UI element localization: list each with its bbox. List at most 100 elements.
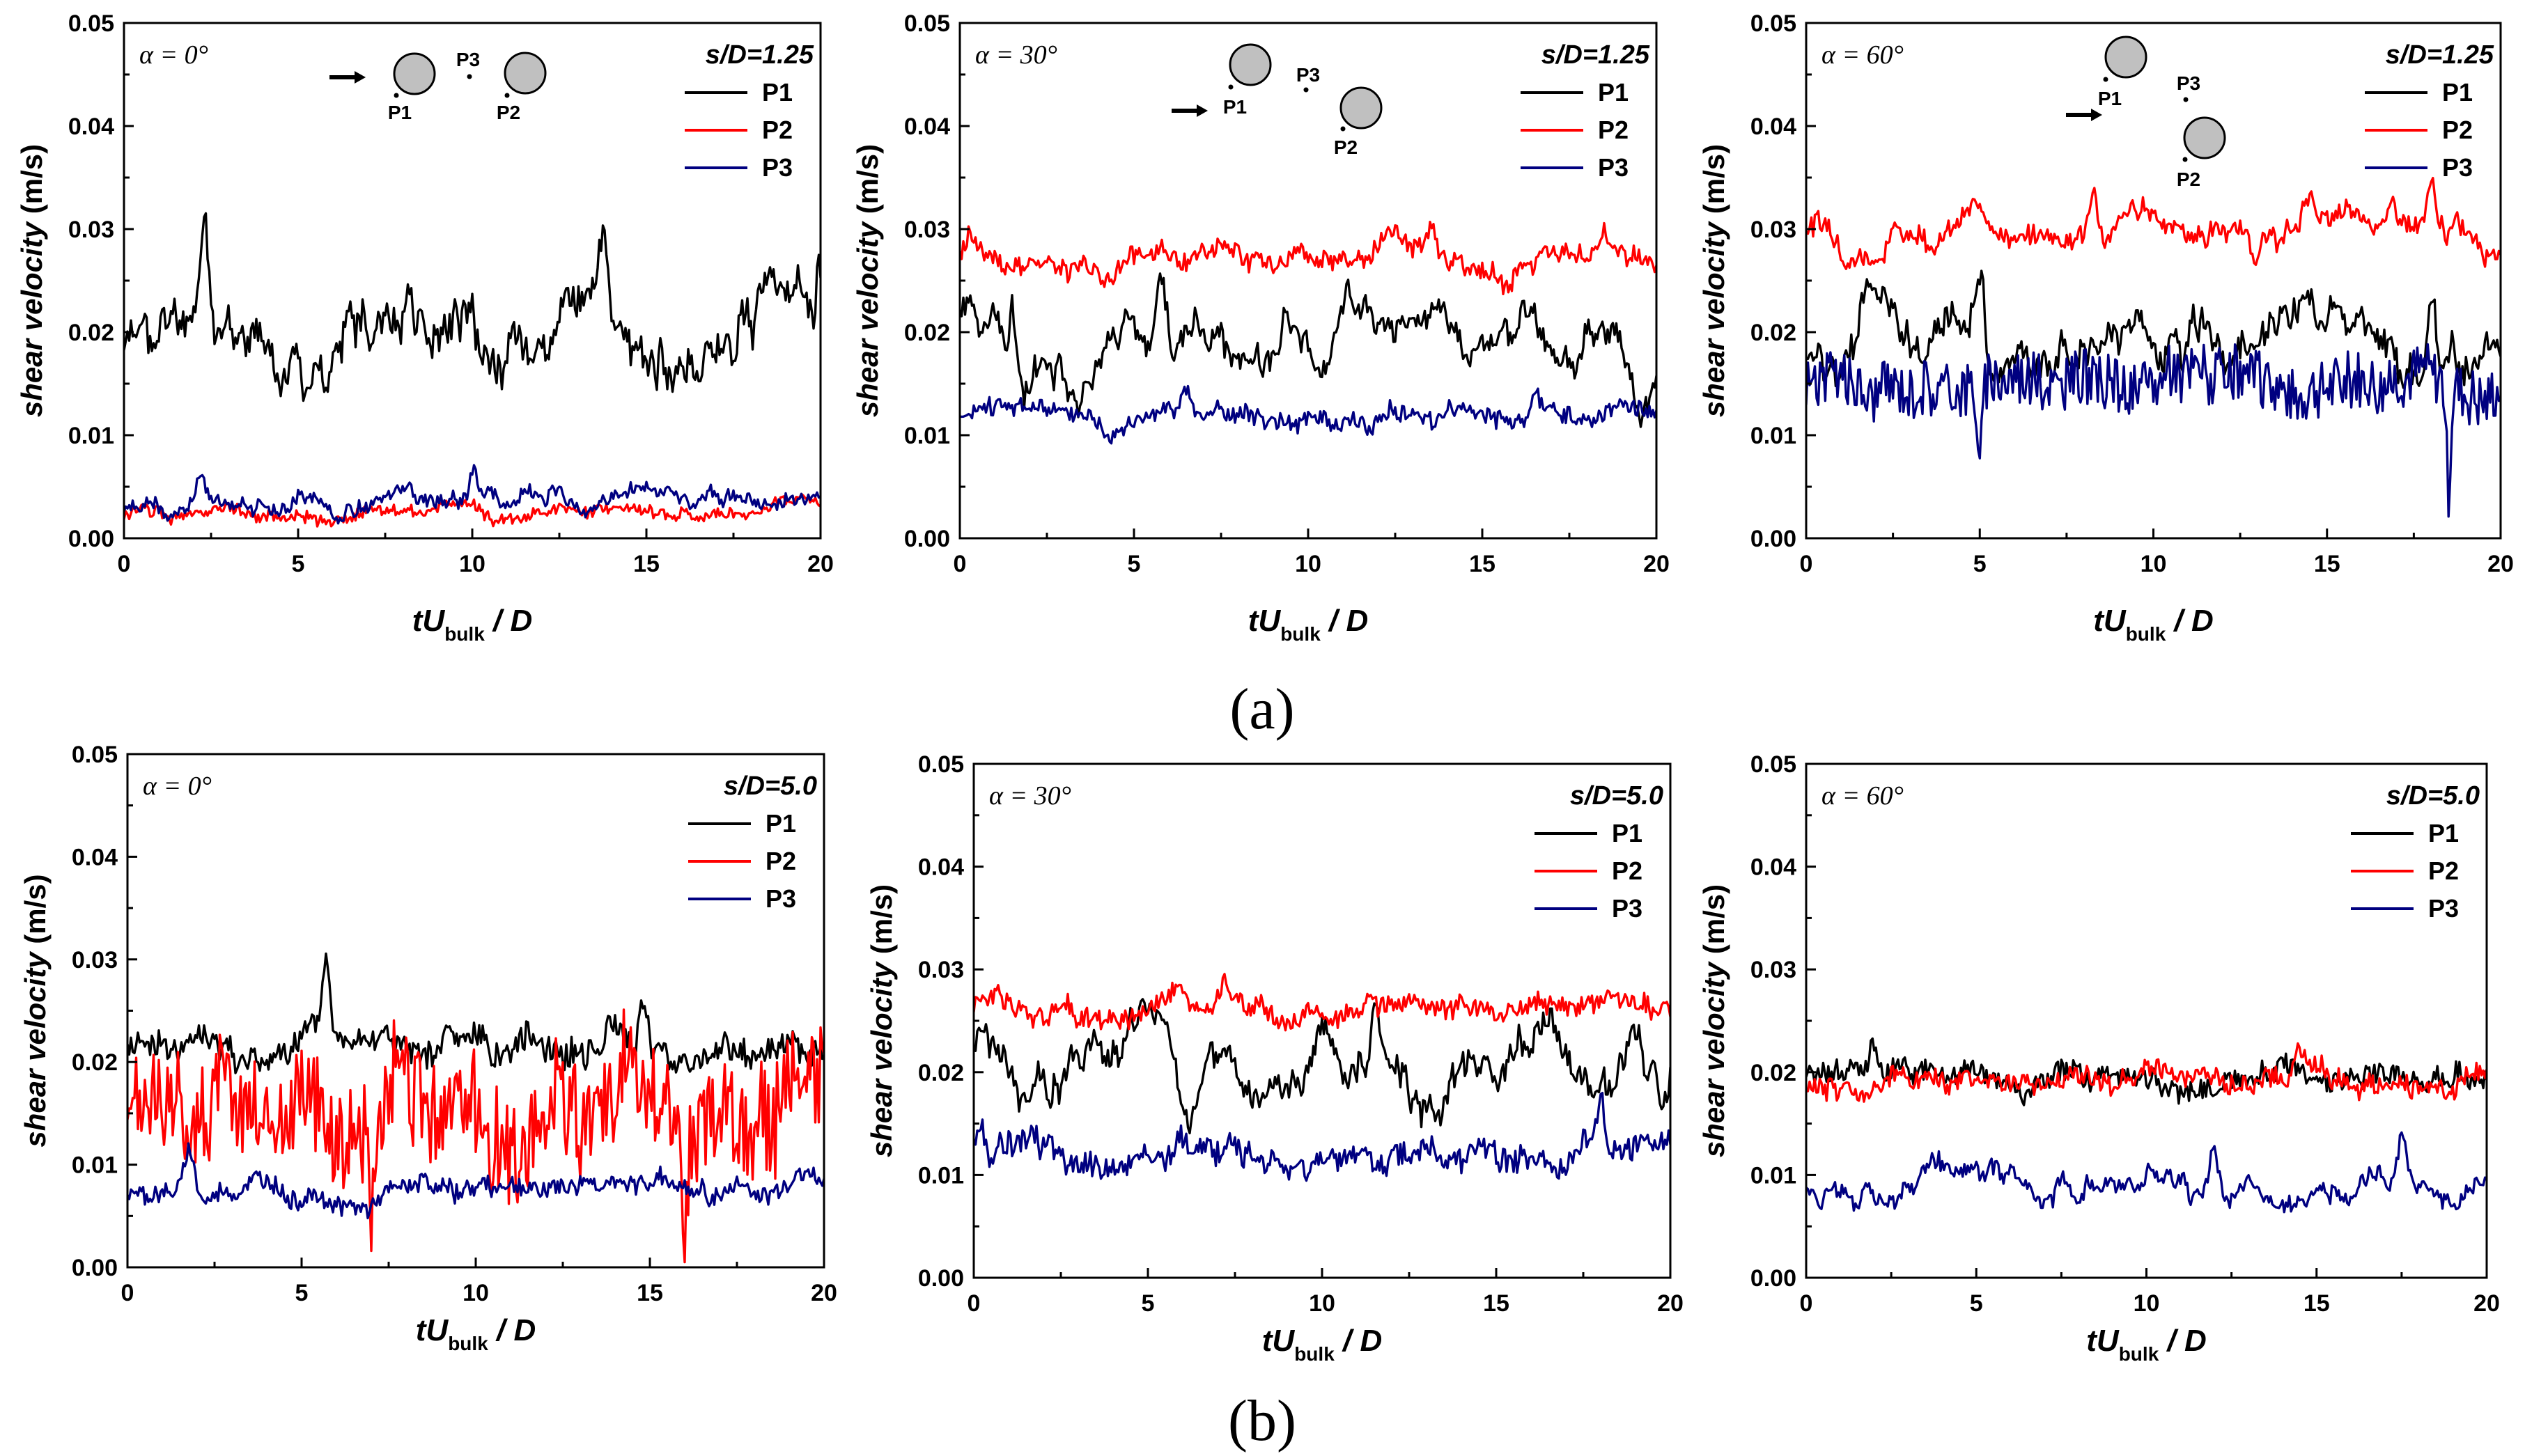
x-tick-label: 10 [463,1280,489,1306]
y-tick-label: 0.04 [1750,854,1796,881]
sd-label: s/D=1.25 [706,40,814,70]
legend-label-p2: P2 [766,847,796,875]
series-group [127,952,824,1264]
y-axis-label-unit: (m/s) [865,884,898,962]
series-line-p1 [1806,1037,2487,1106]
x-tick-label: 10 [2134,1290,2160,1317]
x-axis-label-main: tU [2086,1324,2120,1358]
legend-label-p2: P2 [1612,856,1642,885]
series-line-p1 [124,212,821,402]
y-tick-label: 0.04 [72,844,118,870]
x-tick-label: 0 [954,551,967,577]
series-line-p1 [1806,269,2501,389]
inset-label: P1 [388,102,412,123]
y-axis-label: shear velocity (m/s) [15,144,48,417]
y-tick-label: 0.00 [72,1255,118,1281]
y-tick-label: 0.01 [1750,1162,1796,1189]
y-axis-label-unit: (m/s) [15,144,48,222]
y-tick-label: 0.03 [1750,217,1796,243]
alpha-label: α = 30° [975,40,1057,70]
legend-label-p1: P1 [766,809,796,838]
series-line-p3 [127,1142,824,1220]
x-tick-label: 0 [1800,1290,1813,1317]
x-tick-label: 10 [2141,551,2167,577]
y-axis-label-unit: (m/s) [851,144,884,222]
legend-label-p2: P2 [2428,856,2459,885]
series-line-p3 [1806,1131,2487,1214]
cylinder-upstream [2104,36,2147,79]
x-axis-label-sub: bulk [1280,623,1321,645]
x-tick-label: 20 [2487,551,2514,577]
x-axis-label-tail: / D [1321,604,1368,638]
x-axis-label-tail: / D [2159,1324,2206,1358]
x-axis-label-sub: bulk [2119,1343,2159,1365]
inset-label: P3 [1296,64,1320,86]
chart-panel-b3: 0 5 10 15 20 0.00 0.01 0.02 0.03 0.04 0.05 tUbulk /… [1697,751,2500,1365]
probe-p1 [394,93,399,98]
flow-arrow-icon [1172,104,1208,117]
y-axis-label-unit: (m/s) [1697,884,1730,962]
probe-p2 [1340,126,1346,132]
legend-label-p3: P3 [766,884,796,913]
cylinder-upstream [393,52,436,95]
x-axis-label: tUbulk / D [2093,604,2213,645]
x-tick-label: 15 [2314,551,2340,577]
x-axis-label-tail: / D [485,604,532,638]
y-tick-label: 0.04 [904,113,950,140]
x-tick-label: 20 [1643,551,1670,577]
y-tick-label: 0.03 [68,217,114,243]
legend-label-p1: P1 [1598,78,1629,107]
plot-frame [1805,22,2502,540]
x-tick-label: 0 [1800,551,1813,577]
x-tick-label: 15 [637,1280,663,1306]
series-line-p2 [124,492,821,528]
x-tick-label: 15 [633,551,660,577]
x-tick-label: 0 [118,551,131,577]
y-axis-label: shear velocity (m/s) [865,884,898,1157]
sd-label: s/D=1.25 [1541,40,1650,70]
series-group [1806,177,2501,518]
probe-p2 [2182,157,2188,162]
alpha-label: α = 60° [1821,40,1904,70]
inset-label: P1 [1223,96,1247,118]
x-tick-label: 20 [811,1280,837,1306]
legend-label-p3: P3 [762,153,793,182]
legend-label-p1: P1 [1612,819,1642,847]
legend-label-p2: P2 [762,116,793,144]
x-axis-label-tail: / D [1335,1324,1382,1358]
cylinder-downstream [504,52,547,95]
series-line-p2 [1806,1042,2487,1103]
y-tick-label: 0.03 [72,947,118,973]
series-line-p2 [974,973,1670,1032]
series-line-p3 [124,464,821,525]
caption-a: (a) [1229,677,1294,742]
series-group [960,221,1656,445]
flow-arrow-icon [2066,109,2102,121]
y-axis-label-unit: (m/s) [19,874,52,952]
chart-panel-a3: 0 5 10 15 20 0.00 0.01 0.02 0.03 0.04 0.05 tUbulk /… [1697,10,2514,645]
x-axis-label-main: tU [2093,604,2127,638]
cylinder-downstream [2183,116,2226,159]
y-tick-label: 0.02 [904,320,950,346]
y-tick-label: 0.00 [68,526,114,552]
inset-label: P2 [497,102,520,123]
chart-panel-b1: 0 5 10 15 20 0.00 0.01 0.02 0.03 0.04 0.05 tUbulk /… [19,742,837,1354]
x-tick-label: 15 [1469,551,1495,577]
series-group [1806,1037,2487,1214]
legend-label-p1: P1 [762,78,793,107]
y-tick-label: 0.01 [68,423,114,449]
legend-label-p3: P3 [2428,894,2459,923]
y-axis-label: shear velocity (m/s) [19,874,52,1147]
y-tick-label: 0.03 [1750,957,1796,983]
inset-label: P2 [2177,169,2200,190]
x-tick-label: 20 [2473,1290,2500,1317]
flow-arrow-head [355,71,366,84]
legend-label-p2: P2 [2442,116,2473,144]
x-tick-label: 5 [1970,1290,1983,1317]
y-axis-label-main: shear velocity [865,960,898,1157]
flow-arrow-icon [329,71,366,84]
probe-p3 [2183,97,2189,102]
y-tick-label: 0.00 [918,1265,964,1292]
y-tick-label: 0.02 [1750,320,1796,346]
